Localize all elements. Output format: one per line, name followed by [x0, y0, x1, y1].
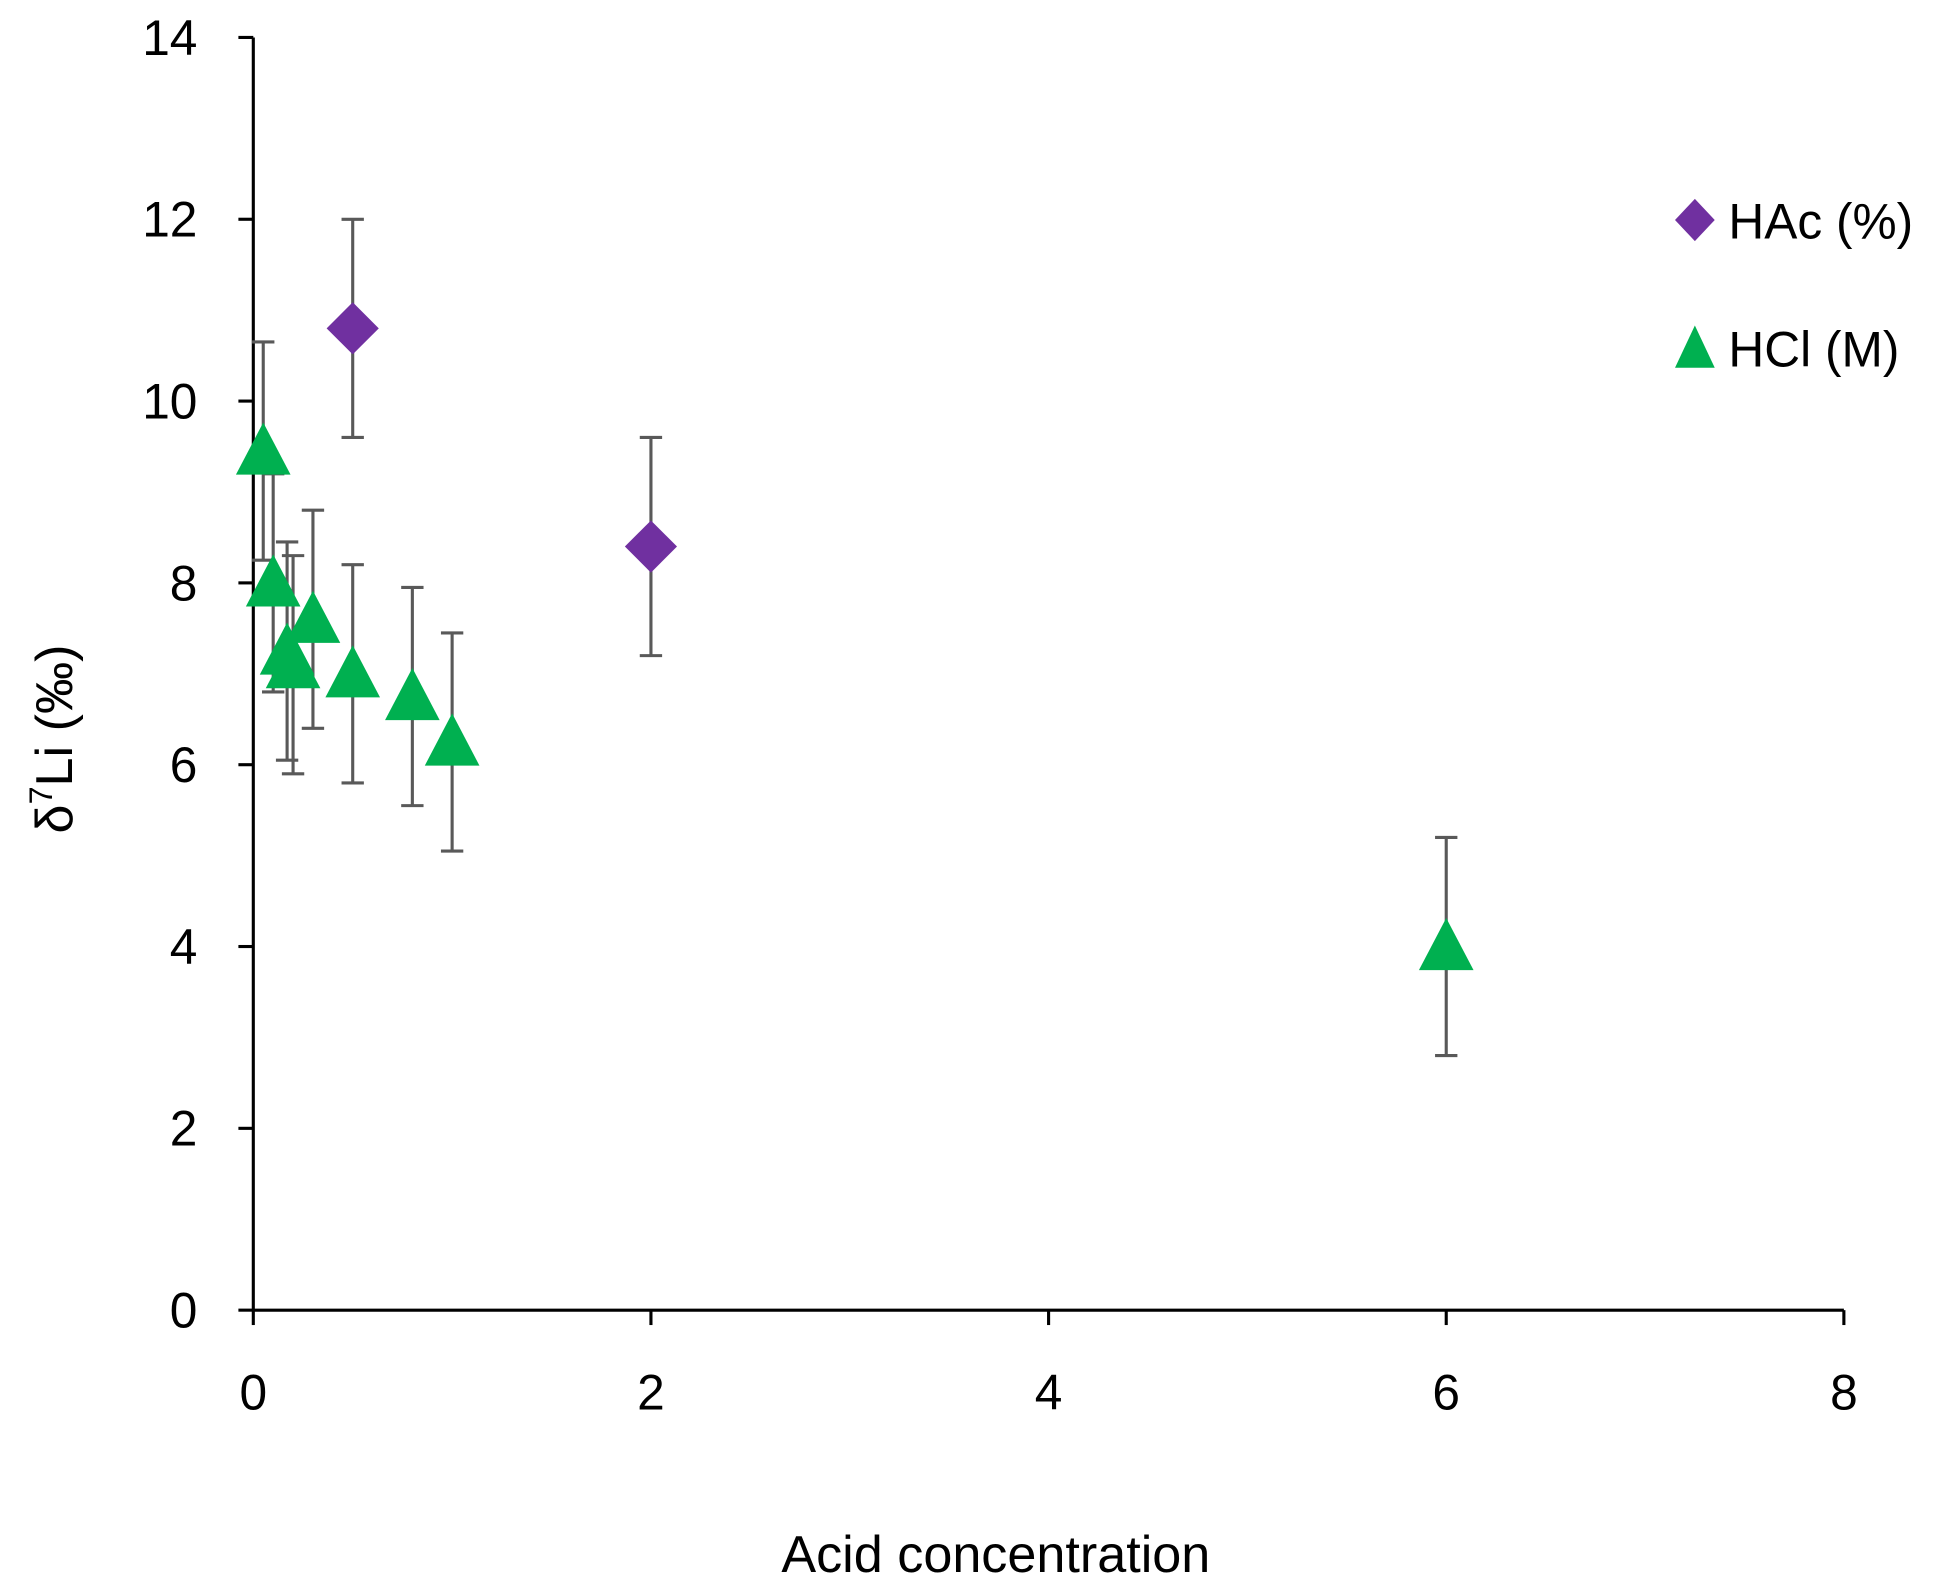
data-point-hcl — [235, 422, 291, 475]
data-point-hcl — [245, 554, 301, 607]
data-point-hcl — [325, 645, 381, 698]
y-tick-label: 12 — [142, 192, 197, 248]
data-point-hcl — [385, 667, 440, 721]
x-tick-label: 8 — [1830, 1364, 1858, 1420]
x-tick-label: 6 — [1432, 1364, 1460, 1420]
data-point-hac — [624, 520, 678, 573]
legend-label-hcl: HCl (M) — [1728, 321, 1899, 377]
data-point-hcl — [424, 713, 480, 766]
axes: 0 2 4 6 8 10 12 14 0 2 4 6 8 — [142, 10, 1857, 1421]
y-tick-label: 14 — [142, 10, 197, 66]
y-tick-label: 8 — [170, 555, 198, 611]
x-tick-label: 2 — [637, 1364, 665, 1420]
legend-marker-hac — [1675, 198, 1715, 242]
y-tick-label: 10 — [142, 373, 197, 429]
data-point-hcl — [1418, 917, 1474, 971]
legend-marker-hcl — [1675, 325, 1715, 368]
data-marks — [235, 217, 1474, 1058]
x-tick-label: 0 — [239, 1364, 267, 1420]
y-tick-label: 6 — [170, 737, 198, 793]
x-axis-label: Acid concentration — [781, 1526, 1210, 1584]
y-tick-label: 0 — [170, 1283, 198, 1339]
data-point-hcl — [265, 636, 321, 689]
y-axis-label: δ7Li (‰) — [23, 645, 84, 834]
data-point-hcl — [285, 590, 341, 643]
legend: HAc (%) HCl (M) — [1675, 194, 1913, 377]
y-tick-label: 2 — [170, 1101, 198, 1157]
legend-label-hac: HAc (%) — [1728, 194, 1913, 250]
x-tick-label: 4 — [1035, 1364, 1063, 1420]
data-point-hac — [326, 302, 379, 355]
y-tick-label: 4 — [170, 919, 198, 975]
